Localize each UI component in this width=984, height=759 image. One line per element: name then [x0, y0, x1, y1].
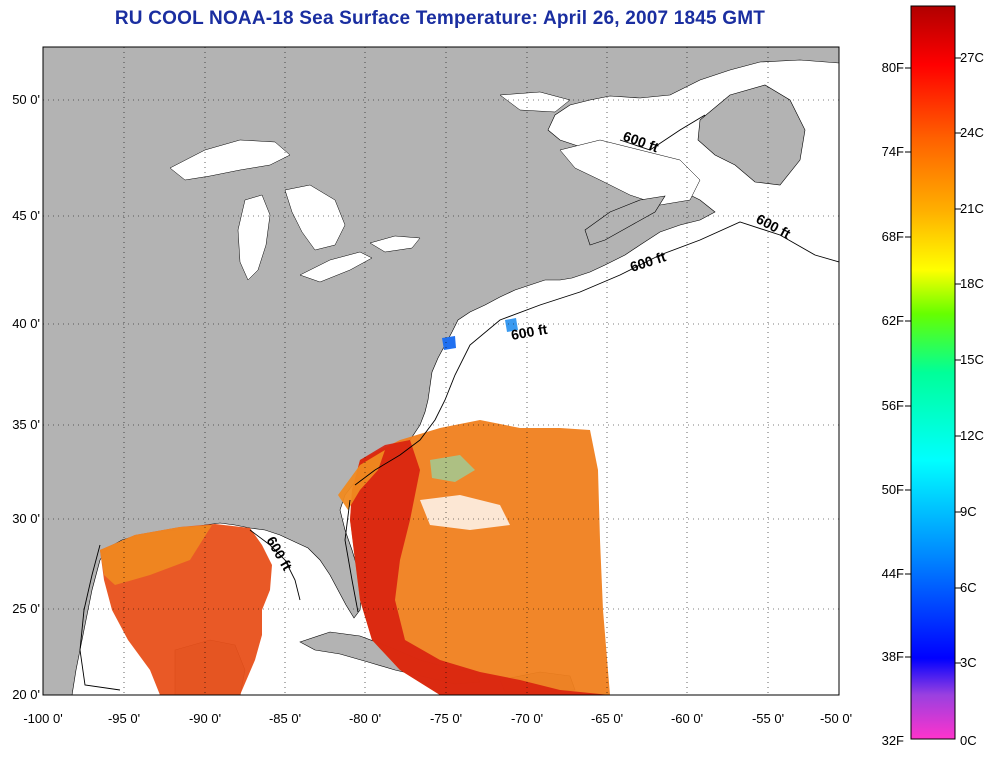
colorbar-c-label: 27C	[960, 50, 984, 65]
colorbar-f-label: 74F	[882, 144, 904, 159]
colorbar-f-label: 38F	[882, 649, 904, 664]
lon-label: -95 0'	[108, 711, 140, 726]
lake-huron	[284, 184, 346, 251]
lat-label: 30 0'	[12, 511, 40, 526]
colorbar-c-label: 24C	[960, 125, 984, 140]
colorbar-c-label: 3C	[960, 655, 977, 670]
colorbar-c-label: 15C	[960, 352, 984, 367]
colorbar	[910, 5, 956, 740]
colorbar-f-label: 32F	[882, 733, 904, 748]
lon-label: -55 0'	[752, 711, 784, 726]
colorbar-f-label: 56F	[882, 398, 904, 413]
lon-label: -100 0'	[23, 711, 62, 726]
lake-ontario	[369, 235, 421, 253]
sst-cold-shelf	[442, 336, 456, 350]
lake-michigan	[237, 194, 271, 281]
lake-superior	[169, 139, 291, 181]
sst-cold-shelf-2	[505, 318, 518, 332]
land-newfoundland	[697, 84, 806, 186]
sst-cool-patch	[430, 455, 475, 482]
lake-erie	[299, 251, 373, 283]
colorbar-c-label: 18C	[960, 276, 984, 291]
colorbar-f-label: 62F	[882, 313, 904, 328]
lon-label: -75 0'	[430, 711, 462, 726]
map-title: RU COOL NOAA-18 Sea Surface Temperature:…	[114, 8, 766, 29]
colorbar-c-label: 9C	[960, 504, 977, 519]
colorbar-c-label: 21C	[960, 201, 984, 216]
isobath-lines	[79, 114, 839, 691]
lat-label: 20 0'	[12, 687, 40, 702]
sst-cloud-gap	[420, 495, 510, 530]
lon-label: -90 0'	[189, 711, 221, 726]
gulf-st-lawrence	[559, 139, 701, 206]
lon-label: -70 0'	[511, 711, 543, 726]
land-nova-scotia	[584, 195, 666, 246]
colorbar-f-label: 80F	[882, 60, 904, 75]
lat-label: 35 0'	[12, 417, 40, 432]
colorbar-f-label: 50F	[882, 482, 904, 497]
lon-label: -65 0'	[591, 711, 623, 726]
lon-label: -50 0'	[820, 711, 852, 726]
colorbar-f-label: 68F	[882, 229, 904, 244]
isobath-label-4: 600 ft	[510, 321, 549, 343]
lon-label: -85 0'	[269, 711, 301, 726]
lat-label: 40 0'	[12, 316, 40, 331]
colorbar-c-label: 12C	[960, 428, 984, 443]
colorbar-f-label: 44F	[882, 566, 904, 581]
lat-label: 25 0'	[12, 601, 40, 616]
lon-label: -80 0'	[349, 711, 381, 726]
map-frame	[42, 46, 840, 696]
lat-label: 45 0'	[12, 208, 40, 223]
colorbar-c-label: 0C	[960, 733, 977, 748]
grid	[43, 47, 839, 695]
colorbar-c-label: 6C	[960, 580, 977, 595]
sst-gulf-orange-west	[100, 525, 212, 585]
hudson-bay-edge	[499, 91, 571, 113]
lon-label: -60 0'	[671, 711, 703, 726]
lat-label: 50 0'	[12, 92, 40, 107]
